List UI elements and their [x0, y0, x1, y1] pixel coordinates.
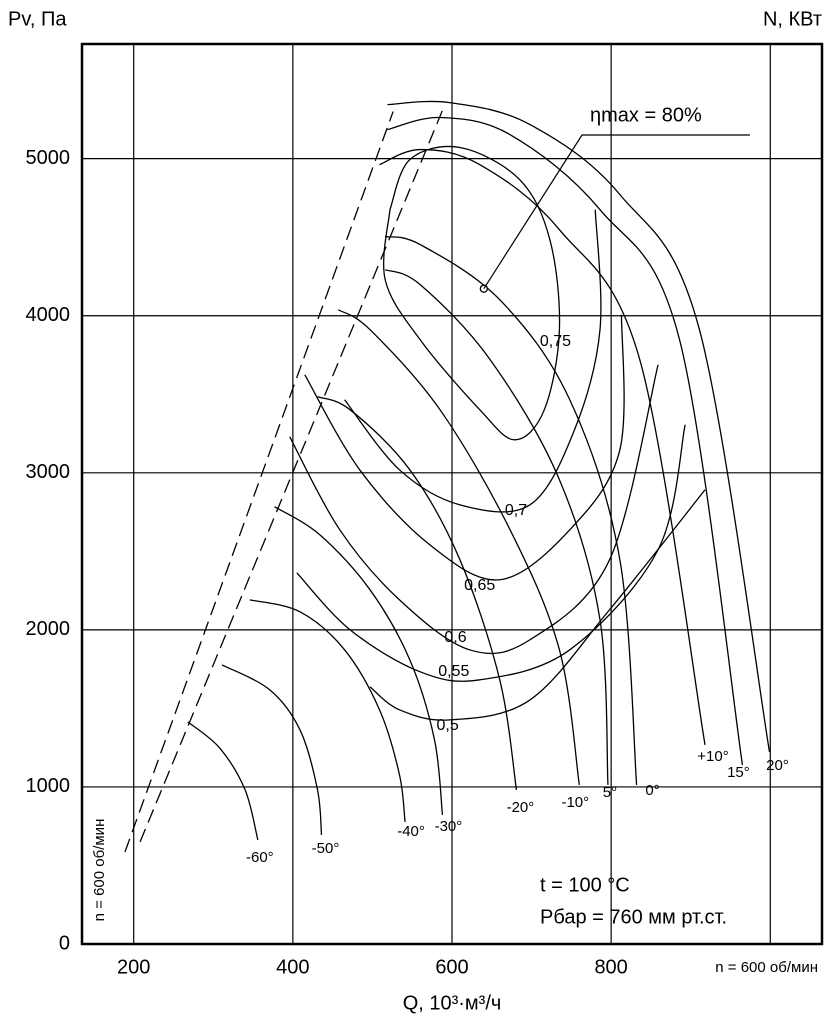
x-tick-label: 800: [594, 956, 627, 978]
surge-line: [139, 104, 446, 843]
y-tick-label: 3000: [26, 461, 71, 483]
efficiency-label: 0,6: [444, 629, 466, 646]
leader-line: [483, 134, 750, 290]
blade-curve: [387, 116, 744, 766]
blade-angle-label: -40°: [397, 823, 425, 840]
blade-angle-label: -30°: [435, 818, 463, 835]
efficiency-label: 0,7: [505, 502, 527, 519]
blade-curve: [387, 100, 771, 753]
blade-angle-label: -10°: [561, 794, 589, 811]
blade-angle-label: -20°: [507, 799, 535, 816]
rpm-note: n = 600 об/мин: [715, 959, 818, 976]
y-axis-title: Pv, Па: [8, 8, 67, 30]
y-tick-label: 1000: [26, 775, 71, 797]
y2-axis-title: N, КВт: [763, 8, 822, 30]
blade-angle-label: 0°: [645, 782, 659, 799]
x-tick-label: 600: [435, 956, 468, 978]
blade-curve: [221, 664, 323, 836]
x-tick-label: 200: [117, 956, 150, 978]
surge-line: [124, 111, 394, 853]
efficiency-curve: [304, 314, 625, 581]
note: t = 100 °C: [540, 874, 630, 896]
y-tick-label: 4000: [26, 304, 71, 326]
x-axis-title: Q, 10³·м³/ч: [403, 992, 502, 1014]
y-tick-label: 0: [59, 932, 70, 954]
blade-angle-label: +10°: [697, 748, 728, 765]
note: Рбар = 760 мм рт.ст.: [540, 906, 727, 928]
blade-angle-label: 20°: [766, 757, 789, 774]
blade-angle-label: -60°: [246, 849, 274, 866]
x-tick-label: 400: [276, 956, 309, 978]
y-tick-label: 2000: [26, 618, 71, 640]
blade-curve: [187, 721, 259, 841]
blade-angle-label: -50°: [312, 840, 340, 857]
efficiency-curve: [289, 364, 659, 655]
efficiency-label: 0,75: [540, 333, 571, 350]
blade-curve: [249, 599, 406, 823]
efficiency-curve: [296, 424, 686, 682]
blade-curve: [337, 309, 580, 785]
blade-curve: [385, 235, 638, 785]
blade-angle-label: 5°: [603, 784, 617, 801]
rpm-note: n = 600 об/мин: [91, 819, 108, 922]
blade-curve: [274, 506, 444, 815]
annotation: ηmax = 80%: [590, 104, 702, 126]
y-tick-label: 5000: [26, 147, 71, 169]
efficiency-curve: [344, 209, 602, 513]
blade-angle-label: 15°: [727, 764, 750, 781]
efficiency-label: 0,5: [436, 717, 458, 734]
efficiency-curve: [369, 489, 706, 721]
efficiency-label: 0,65: [464, 577, 495, 594]
efficiency-curve: [382, 145, 561, 441]
efficiency-label: 0,55: [438, 663, 469, 680]
blade-curve: [384, 269, 609, 785]
blade-curve: [317, 396, 518, 791]
blade-curve: [379, 148, 706, 745]
